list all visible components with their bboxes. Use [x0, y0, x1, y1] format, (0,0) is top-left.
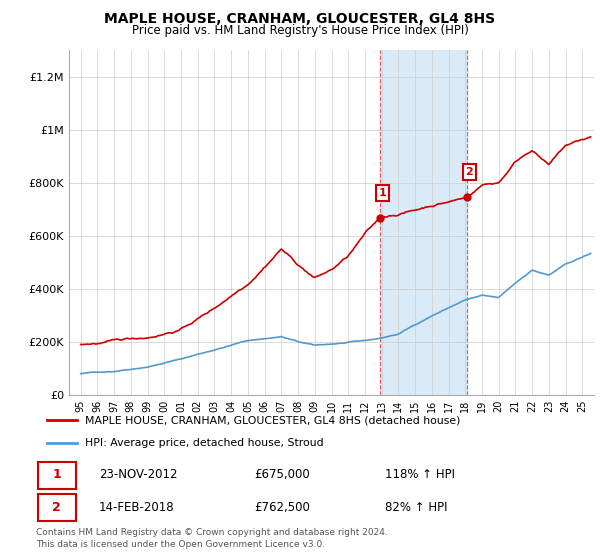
Text: 82% ↑ HPI: 82% ↑ HPI [385, 501, 448, 514]
Text: 23-NOV-2012: 23-NOV-2012 [99, 469, 177, 482]
Text: 2: 2 [52, 501, 61, 514]
Text: 118% ↑ HPI: 118% ↑ HPI [385, 469, 455, 482]
Text: Price paid vs. HM Land Registry's House Price Index (HPI): Price paid vs. HM Land Registry's House … [131, 24, 469, 37]
Text: MAPLE HOUSE, CRANHAM, GLOUCESTER, GL4 8HS: MAPLE HOUSE, CRANHAM, GLOUCESTER, GL4 8H… [104, 12, 496, 26]
Text: MAPLE HOUSE, CRANHAM, GLOUCESTER, GL4 8HS (detached house): MAPLE HOUSE, CRANHAM, GLOUCESTER, GL4 8H… [85, 416, 461, 426]
Text: 1: 1 [379, 188, 386, 198]
Text: 2: 2 [466, 167, 473, 177]
Bar [380, 50, 467, 395]
Text: £675,000: £675,000 [254, 469, 310, 482]
FancyBboxPatch shape [38, 462, 76, 489]
Text: 1: 1 [52, 469, 61, 482]
Text: HPI: Average price, detached house, Stroud: HPI: Average price, detached house, Stro… [85, 438, 324, 448]
Text: Contains HM Land Registry data © Crown copyright and database right 2024.
This d: Contains HM Land Registry data © Crown c… [36, 528, 388, 549]
FancyBboxPatch shape [38, 494, 76, 521]
Text: 14-FEB-2018: 14-FEB-2018 [99, 501, 175, 514]
Text: £762,500: £762,500 [254, 501, 310, 514]
